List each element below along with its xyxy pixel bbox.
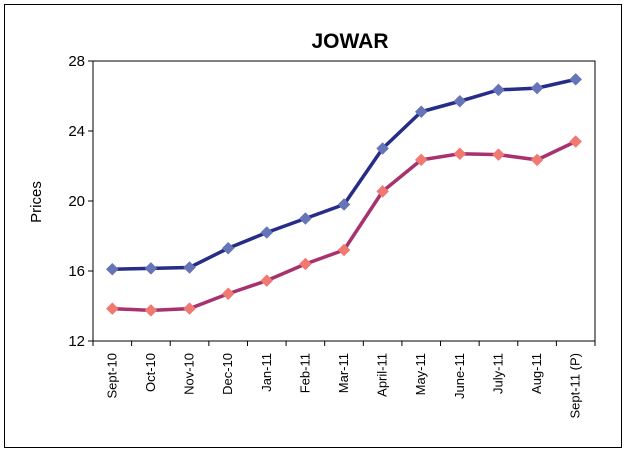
x-axis-ticks: Sept-10 Oct-10 Nov-10 Dec-10 Jan-11 Feb-11 Mar…: [92, 341, 596, 419]
y-tick-label: 12: [68, 333, 85, 350]
series-group: [105, 73, 583, 317]
series-1-point: [337, 198, 351, 211]
series-2-point: [569, 135, 583, 148]
series-2-point: [260, 274, 274, 287]
x-tick-label: Mar-11: [336, 353, 351, 393]
y-axis-label: Prices: [28, 181, 45, 223]
series-2-point: [492, 148, 505, 161]
series-1-point: [260, 226, 274, 239]
series-2-point: [299, 257, 312, 271]
series-1-point: [144, 262, 158, 275]
series-1-point: [530, 81, 544, 95]
chart-title: JOWAR: [311, 30, 388, 53]
series-2-point: [105, 302, 119, 315]
y-tick-label: 24: [68, 123, 85, 140]
y-tick-label: 20: [68, 193, 85, 210]
y-tick-label: 16: [68, 263, 85, 280]
series-1-point: [414, 105, 428, 119]
series-2-point: [453, 147, 467, 161]
series-1-point: [299, 212, 312, 225]
series-1-point: [453, 94, 467, 108]
x-tick-label: Feb-11: [297, 353, 312, 393]
y-tick-label: 28: [68, 53, 85, 70]
series-2-point: [221, 287, 235, 301]
x-tick-label: Jan-11: [259, 353, 274, 392]
series-2-point: [414, 153, 428, 167]
series-1-point: [221, 241, 235, 255]
series-1-point: [183, 261, 196, 274]
x-tick-label: Sept-10: [104, 353, 119, 399]
x-tick-label: Oct-10: [143, 353, 158, 392]
series-2-line: [112, 139, 577, 313]
series-2-point: [337, 243, 351, 257]
series-1-point: [376, 142, 389, 155]
series-1-point: [105, 262, 119, 276]
x-tick-label: May-11: [413, 353, 428, 395]
chart-frame: [4, 4, 622, 448]
x-tick-label: Nov-10: [182, 353, 197, 395]
series-2-point: [144, 304, 158, 317]
x-tick-label: Dec-10: [220, 353, 235, 395]
series-2-point: [530, 153, 544, 167]
series-1-point: [569, 73, 583, 86]
series-1-point: [492, 83, 505, 97]
series-2-point: [376, 185, 389, 198]
x-tick-label: Aug-11: [529, 353, 544, 394]
x-tick-label: Sept-11 (P): [568, 353, 583, 419]
series-2-point: [183, 302, 196, 315]
x-tick-label: July-11: [490, 353, 505, 394]
x-tick-label: April-11: [375, 353, 390, 397]
x-tick-label: June-11: [452, 353, 467, 399]
y-axis-ticks: 12 16 20 24 28: [68, 53, 93, 350]
series-1-line: [112, 77, 577, 271]
